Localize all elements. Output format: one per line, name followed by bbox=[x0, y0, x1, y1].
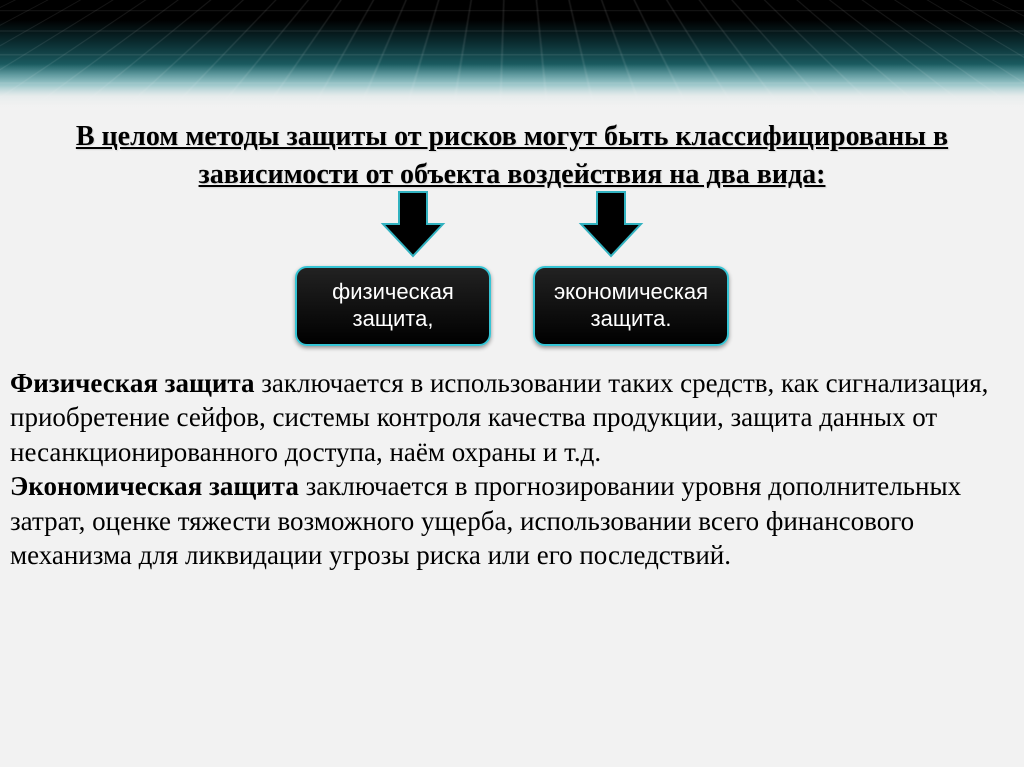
box-physical: физическая защита, bbox=[295, 266, 491, 346]
body-text: Физическая защита заключается в использо… bbox=[0, 346, 1024, 573]
banner-grid bbox=[0, 0, 1024, 110]
down-arrow-icon bbox=[379, 188, 447, 260]
boxes-row: физическая защита, экономическая защита. bbox=[0, 266, 1024, 346]
term-physical: Физическая защита bbox=[10, 368, 254, 398]
box-label: экономическая защита. bbox=[545, 279, 717, 332]
term-economic: Экономическая защита bbox=[10, 471, 299, 501]
paragraph-economic: Экономическая защита заключается в прогн… bbox=[10, 469, 1014, 573]
box-economic: экономическая защита. bbox=[533, 266, 729, 346]
paragraph-physical: Физическая защита заключается в использо… bbox=[10, 366, 1014, 470]
slide-title: В целом методы защиты от рисков могут бы… bbox=[0, 110, 1024, 194]
perspective-grid bbox=[0, 0, 1024, 110]
down-arrow-icon bbox=[577, 188, 645, 260]
box-label: физическая защита, bbox=[307, 279, 479, 332]
arrows-row bbox=[0, 188, 1024, 260]
